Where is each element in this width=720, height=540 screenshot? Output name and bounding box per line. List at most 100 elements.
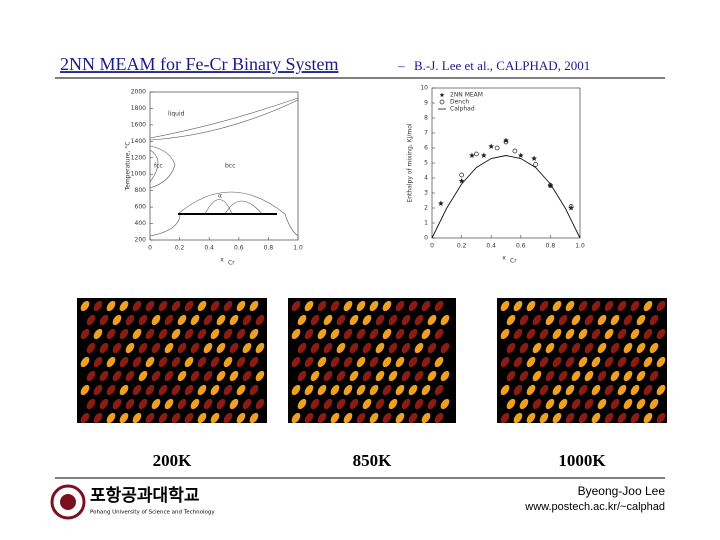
atom bbox=[249, 356, 259, 368]
atom bbox=[99, 342, 109, 354]
atom bbox=[401, 342, 411, 354]
x-tick-label: 0.2 bbox=[457, 243, 467, 250]
atom bbox=[356, 384, 366, 396]
atom bbox=[132, 412, 142, 424]
atom bbox=[145, 412, 155, 424]
atom bbox=[291, 300, 301, 312]
atom bbox=[86, 314, 96, 326]
snapshot-label: 1000K bbox=[558, 451, 606, 470]
atom bbox=[532, 314, 542, 326]
atom bbox=[310, 370, 320, 382]
atom bbox=[138, 342, 148, 354]
atom bbox=[388, 370, 398, 382]
atom bbox=[304, 356, 314, 368]
atom bbox=[375, 342, 385, 354]
atom bbox=[519, 342, 529, 354]
atom bbox=[184, 384, 194, 396]
atom bbox=[388, 342, 398, 354]
atom bbox=[382, 356, 392, 368]
atom bbox=[558, 342, 568, 354]
atom bbox=[610, 314, 620, 326]
atom bbox=[119, 384, 129, 396]
point-star bbox=[480, 152, 487, 158]
atom bbox=[164, 314, 174, 326]
atom bbox=[106, 384, 116, 396]
atom bbox=[369, 412, 379, 424]
point-circle bbox=[494, 145, 500, 151]
atom bbox=[132, 328, 142, 340]
atom bbox=[330, 328, 340, 340]
atom bbox=[408, 412, 418, 424]
atom bbox=[229, 370, 239, 382]
atom bbox=[323, 398, 333, 410]
y-tick-label: 2000 bbox=[131, 89, 146, 96]
point-star bbox=[488, 143, 495, 149]
logo-emblem bbox=[50, 484, 86, 520]
atom bbox=[539, 384, 549, 396]
atom bbox=[93, 328, 103, 340]
atom bbox=[545, 342, 555, 354]
atom bbox=[362, 314, 372, 326]
atom bbox=[604, 356, 614, 368]
dash: – bbox=[397, 58, 405, 73]
point-circle bbox=[533, 162, 538, 167]
atom bbox=[323, 314, 333, 326]
atom bbox=[395, 412, 405, 424]
atom bbox=[506, 398, 516, 410]
atom bbox=[297, 370, 307, 382]
atom bbox=[414, 370, 424, 382]
atom bbox=[158, 328, 168, 340]
point-star bbox=[438, 200, 444, 206]
logo-english: Pohang University of Science and Technol… bbox=[90, 510, 215, 516]
atom bbox=[649, 398, 659, 410]
atom bbox=[597, 342, 607, 354]
x-tick-label: 0.4 bbox=[486, 243, 496, 250]
atom bbox=[317, 328, 327, 340]
atom bbox=[336, 398, 346, 410]
atom bbox=[177, 314, 187, 326]
atom bbox=[584, 370, 594, 382]
atom bbox=[164, 398, 174, 410]
atom bbox=[106, 412, 116, 424]
atom bbox=[164, 370, 174, 382]
atom bbox=[255, 370, 265, 382]
y-tick-label: 6 bbox=[424, 145, 428, 152]
atom bbox=[317, 356, 327, 368]
atom bbox=[545, 398, 555, 410]
atom bbox=[604, 328, 614, 340]
atom bbox=[649, 370, 659, 382]
atom bbox=[229, 314, 239, 326]
atom bbox=[434, 412, 444, 424]
atom bbox=[630, 328, 640, 340]
atom bbox=[106, 300, 116, 312]
atom bbox=[119, 300, 129, 312]
plot-frame bbox=[149, 91, 299, 241]
atom bbox=[388, 314, 398, 326]
atom bbox=[427, 342, 437, 354]
atom bbox=[317, 412, 327, 424]
atom bbox=[630, 412, 640, 424]
atom bbox=[414, 314, 424, 326]
atom bbox=[317, 384, 327, 396]
atom bbox=[343, 300, 353, 312]
atom bbox=[317, 300, 327, 312]
atom bbox=[500, 300, 510, 312]
atom bbox=[610, 370, 620, 382]
atom bbox=[382, 300, 392, 312]
atom bbox=[617, 356, 627, 368]
atom bbox=[184, 412, 194, 424]
y-tick-label: 800 bbox=[135, 187, 147, 194]
atom bbox=[571, 370, 581, 382]
y-tick-label: 1200 bbox=[131, 154, 146, 161]
logo-korean: 포항공과대학교 bbox=[90, 485, 200, 506]
atom bbox=[291, 384, 301, 396]
atom bbox=[255, 398, 265, 410]
atom bbox=[617, 384, 627, 396]
y-tick-label: 8 bbox=[424, 115, 428, 122]
atom bbox=[604, 300, 614, 312]
atom bbox=[203, 314, 213, 326]
atom bbox=[80, 384, 90, 396]
atom bbox=[506, 314, 516, 326]
atom bbox=[532, 370, 542, 382]
